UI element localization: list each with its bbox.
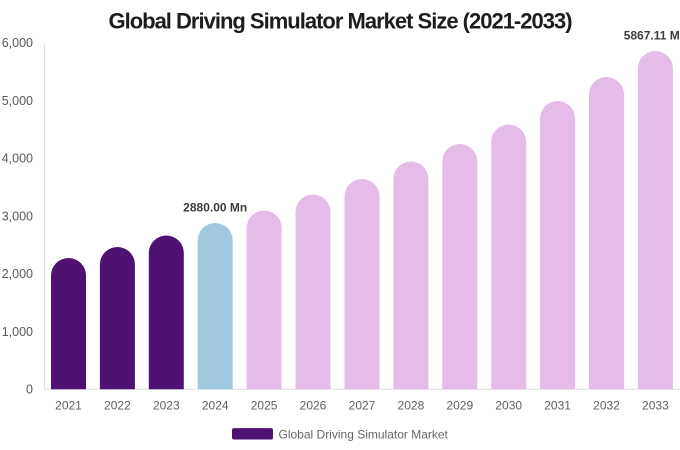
svg-text:2026: 2026 <box>300 399 327 413</box>
svg-text:2030: 2030 <box>495 399 522 413</box>
svg-text:2033: 2033 <box>642 399 669 413</box>
svg-text:5,000: 5,000 <box>2 94 33 108</box>
svg-text:Global Driving Simulator Marke: Global Driving Simulator Market Size (20… <box>108 9 572 34</box>
svg-text:Global Driving Simulator Marke: Global Driving Simulator Market <box>279 427 449 441</box>
svg-text:2,000: 2,000 <box>2 267 33 281</box>
svg-text:2027: 2027 <box>349 399 376 413</box>
svg-text:2029: 2029 <box>446 399 473 413</box>
svg-text:6,000: 6,000 <box>2 36 33 50</box>
svg-text:2028: 2028 <box>398 399 425 413</box>
svg-text:0: 0 <box>26 383 33 397</box>
svg-text:4,000: 4,000 <box>2 152 33 166</box>
svg-text:2024: 2024 <box>202 399 229 413</box>
svg-text:1,000: 1,000 <box>2 325 33 339</box>
svg-text:2021: 2021 <box>55 399 82 413</box>
svg-text:2025: 2025 <box>251 399 278 413</box>
svg-text:2023: 2023 <box>153 399 180 413</box>
svg-text:2031: 2031 <box>544 399 571 413</box>
svg-text:2880.00 Mn: 2880.00 Mn <box>183 201 247 215</box>
svg-text:2022: 2022 <box>104 399 131 413</box>
svg-text:2032: 2032 <box>593 399 620 413</box>
svg-text:3,000: 3,000 <box>2 209 33 223</box>
svg-text:5867.11 Mn: 5867.11 Mn <box>624 29 680 43</box>
